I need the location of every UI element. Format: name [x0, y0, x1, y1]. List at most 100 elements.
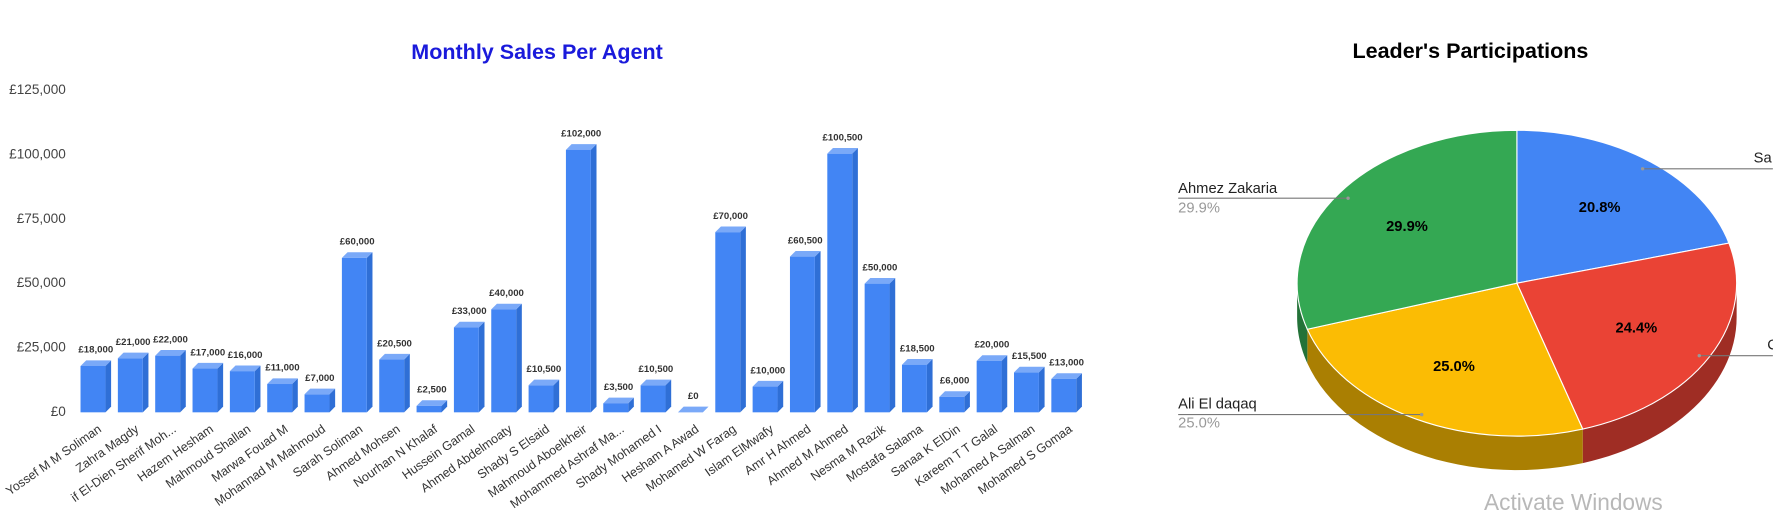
- bar-top: [341, 252, 373, 258]
- bar: [117, 358, 143, 413]
- leader-dot: [1346, 196, 1350, 200]
- bar-top: [864, 277, 896, 284]
- bar-side: [292, 378, 298, 413]
- bar-side: [926, 359, 933, 413]
- bar-side: [1076, 373, 1082, 413]
- value-label: £16,000: [228, 350, 263, 361]
- bar-side: [740, 226, 746, 413]
- bar: [155, 355, 181, 413]
- bar: [528, 385, 554, 413]
- pie-slice: [1516, 129, 1730, 284]
- bar-side: [366, 252, 373, 413]
- y-tick-label: £75,000: [17, 211, 67, 226]
- bar-side: [217, 362, 224, 413]
- bar-top: [715, 226, 746, 233]
- legend-label: Sa: [1754, 150, 1773, 166]
- bar-top: [453, 321, 485, 328]
- legend-percent: 29.9%: [1178, 200, 1220, 216]
- legend-percent: 25.0%: [1178, 416, 1220, 432]
- bar-side: [404, 353, 410, 413]
- bar-top: [80, 360, 112, 367]
- leader-dot: [1697, 353, 1701, 358]
- pie-slice: [1516, 242, 1738, 430]
- bar-side: [516, 303, 522, 413]
- value-label: £22,000: [153, 334, 188, 345]
- bar: [901, 364, 927, 413]
- bar: [416, 405, 442, 413]
- bar-side: [852, 148, 858, 413]
- value-label: £0: [688, 391, 699, 402]
- bar-side: [590, 144, 597, 413]
- bar: [976, 360, 1002, 413]
- bar-top: [901, 359, 933, 365]
- bar-top: [939, 391, 970, 397]
- bar: [789, 256, 815, 413]
- bar-top: [155, 350, 186, 356]
- bar-top: [976, 355, 1008, 361]
- value-label: £21,000: [116, 337, 151, 348]
- y-tick-label: £0: [51, 404, 67, 419]
- legend-label: C: [1767, 337, 1773, 353]
- bar: [1051, 378, 1077, 413]
- value-label: £20,500: [377, 338, 412, 349]
- pie-slice: [1306, 282, 1584, 437]
- legend-label: Ali El daqaq: [1178, 396, 1257, 412]
- y-tick-label: £125,000: [9, 82, 66, 97]
- bar-side: [665, 379, 672, 413]
- bar: [491, 309, 517, 413]
- value-label: £18,000: [78, 345, 113, 356]
- bar-top: [117, 352, 149, 359]
- value-label: £40,000: [489, 288, 524, 299]
- bar-side: [329, 388, 336, 413]
- value-label: £70,000: [713, 211, 748, 222]
- bar: [827, 153, 853, 413]
- value-label: £15,500: [1012, 351, 1047, 362]
- y-tick-label: £50,000: [17, 275, 67, 290]
- bar: [192, 368, 218, 413]
- bar-top: [416, 400, 448, 406]
- value-label: £6,000: [940, 376, 969, 387]
- bar-top: [640, 379, 672, 386]
- bar: [80, 366, 106, 413]
- bar-side: [180, 350, 186, 413]
- bar-side: [142, 352, 149, 413]
- value-label: £7,000: [305, 373, 334, 384]
- bar: [939, 396, 965, 413]
- value-label: £100,500: [823, 132, 863, 143]
- bar-side: [964, 391, 970, 413]
- bar: [304, 394, 330, 413]
- value-label: £13,000: [1049, 358, 1084, 369]
- pie-side: [1297, 283, 1308, 364]
- value-label: £10,500: [527, 364, 562, 375]
- value-label: £50,000: [863, 262, 898, 273]
- bar-side: [254, 365, 261, 413]
- bar: [752, 386, 778, 413]
- value-label: £60,000: [340, 237, 375, 248]
- leader-dot: [1420, 412, 1424, 417]
- bar-side: [478, 321, 485, 413]
- bar-top: [789, 250, 821, 257]
- slice-label: 25.0%: [1433, 359, 1475, 375]
- bar-top: [267, 378, 298, 385]
- value-label: £33,000: [452, 306, 487, 317]
- bar-top: [379, 353, 410, 360]
- bar-top: [528, 379, 560, 386]
- value-label: £17,000: [190, 347, 225, 358]
- watermark: Activate Windows: [1484, 489, 1663, 515]
- bar: [229, 371, 255, 413]
- bar: [453, 327, 479, 413]
- bar-top: [1013, 366, 1045, 373]
- slice-label: 29.9%: [1386, 219, 1428, 235]
- bar-top: [752, 380, 784, 387]
- bar: [565, 149, 591, 413]
- bar: [267, 384, 293, 413]
- bar-top: [304, 388, 336, 395]
- bar-chart-title: Monthly Sales Per Agent: [411, 40, 662, 64]
- bar: [864, 283, 890, 413]
- bar: [341, 257, 367, 413]
- bar-side: [628, 397, 634, 413]
- bar: [715, 232, 741, 413]
- bar-side: [553, 379, 560, 413]
- bar-top: [1051, 373, 1082, 379]
